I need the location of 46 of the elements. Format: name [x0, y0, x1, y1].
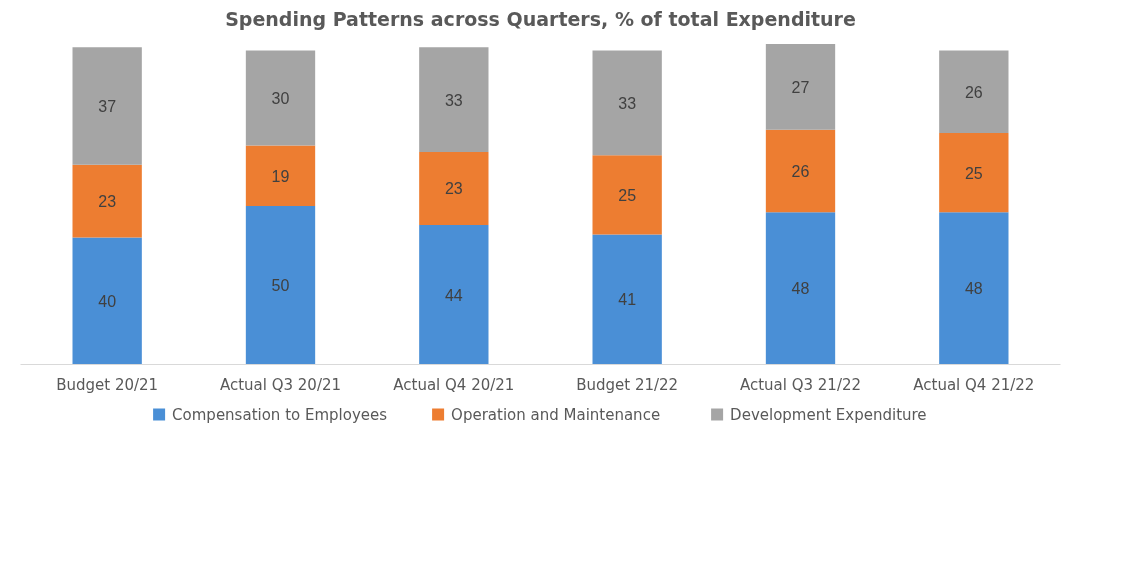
- data-label: 23: [98, 193, 117, 211]
- bar: [592, 155, 662, 235]
- x-tick-label: Actual Q3 21/22: [739, 375, 862, 394]
- data-label: 25: [964, 164, 983, 182]
- data-label: 48: [791, 280, 810, 298]
- bar: [72, 164, 142, 238]
- x-tick-label: Actual Q3 20/21: [219, 375, 342, 394]
- data-label: 44: [444, 286, 463, 304]
- data-label: 41: [618, 291, 637, 309]
- data-label: 33: [618, 94, 637, 112]
- data-label: 27: [791, 78, 810, 96]
- bar: [419, 224, 489, 365]
- x-tick-label: Actual Q4 20/21: [393, 375, 515, 394]
- bar: [419, 47, 489, 152]
- bar: [245, 50, 316, 146]
- bar: [419, 151, 489, 225]
- bar: [245, 205, 316, 365]
- bar: [765, 212, 836, 365]
- bar: [72, 237, 142, 365]
- bar: [765, 129, 836, 213]
- data-label: 37: [98, 97, 117, 115]
- bar: [939, 212, 1009, 365]
- data-label: 48: [964, 280, 983, 298]
- legend-label: Compensation to Employees: [172, 405, 388, 424]
- bar: [592, 234, 662, 365]
- bar: [72, 47, 142, 165]
- x-tick-label: Actual Q4 21/22: [913, 375, 1035, 394]
- bar: [765, 44, 836, 130]
- x-tick-label: Budget 21/22: [576, 375, 679, 394]
- bar: [245, 145, 316, 206]
- bar: [939, 50, 1009, 133]
- legend-label: Operation and Maintenance: [451, 405, 661, 424]
- data-label: 23: [444, 180, 463, 198]
- data-label: 33: [444, 91, 463, 109]
- data-label: 40: [98, 293, 117, 311]
- data-label: 30: [271, 90, 290, 108]
- bar: [939, 132, 1009, 213]
- bar: [592, 50, 662, 156]
- legend-label: Development Expenditure: [730, 405, 927, 424]
- x-tick-label: Budget 20/21: [56, 375, 159, 394]
- data-label: 26: [791, 163, 810, 180]
- data-label: 25: [618, 186, 637, 204]
- data-label: 50: [271, 277, 290, 295]
- data-label: 26: [964, 83, 983, 101]
- data-label: 19: [271, 167, 290, 185]
- chart-title: Spending Patterns across Quarters, % of total Expenditure: [225, 7, 856, 30]
